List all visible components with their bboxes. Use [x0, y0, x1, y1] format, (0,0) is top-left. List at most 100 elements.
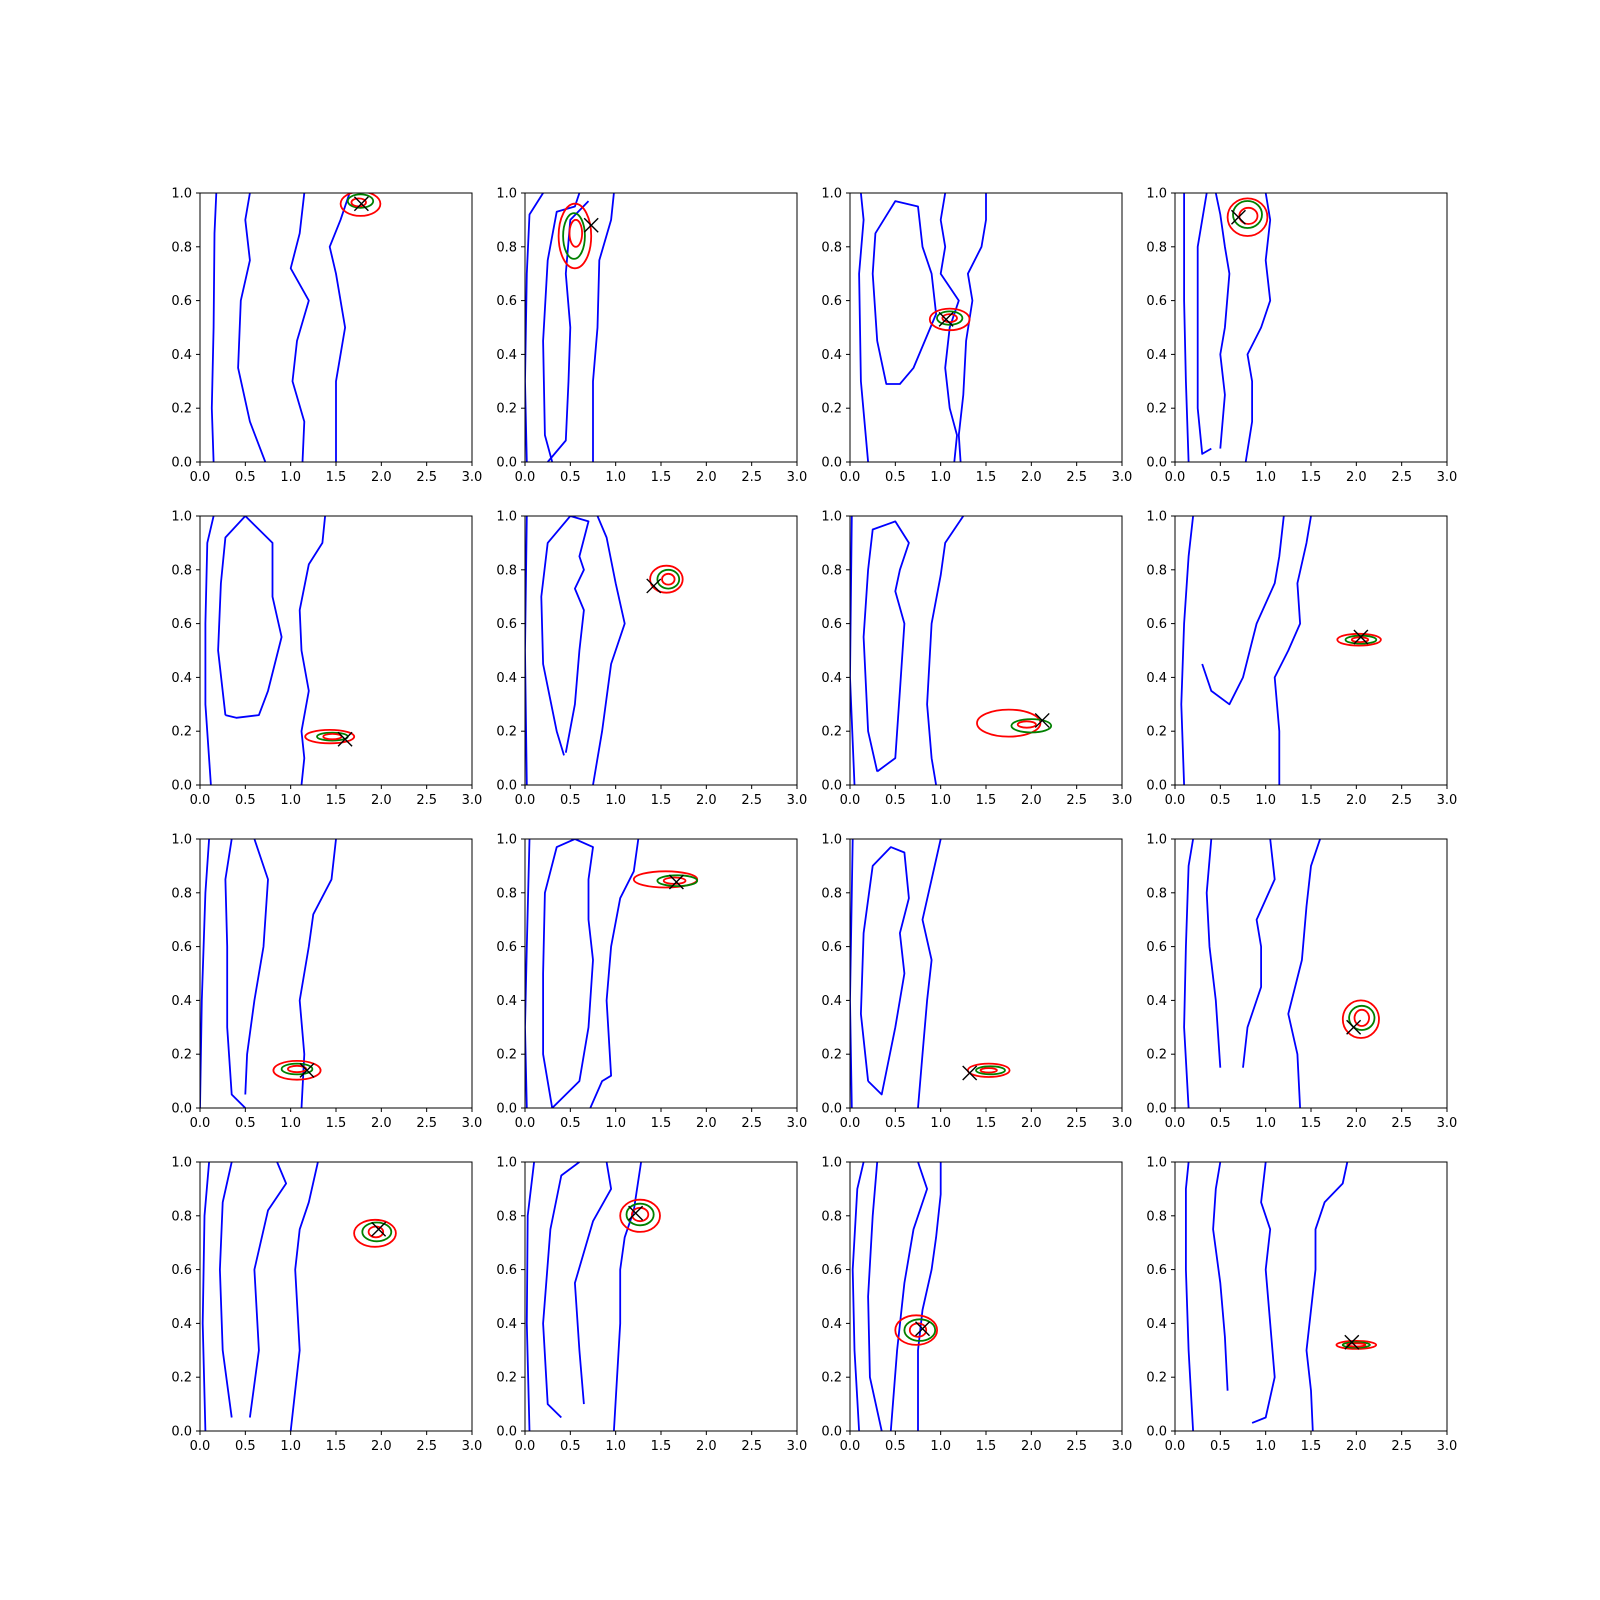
x-tick-label: 0.5 — [560, 1439, 581, 1454]
y-tick-label: 0.2 — [821, 725, 842, 740]
prior-contour — [1212, 1162, 1229, 1391]
x-tick-label: 1.0 — [605, 793, 626, 808]
plot-area — [1185, 1162, 1378, 1431]
true-value-marker — [371, 1221, 387, 1237]
x-tick-label: 2.0 — [696, 793, 717, 808]
y-tick-label: 0.8 — [496, 886, 517, 901]
posterior-contour — [568, 218, 584, 248]
prior-contour — [1183, 839, 1194, 1108]
y-tick-label: 1.0 — [171, 833, 192, 848]
prior-contour — [850, 516, 856, 785]
prior-contour — [867, 1162, 883, 1431]
approx-contour — [625, 1202, 655, 1227]
x-tick-label: 0.0 — [190, 793, 211, 808]
x-tick-label: 2.0 — [696, 1439, 717, 1454]
y-tick-label: 0.4 — [821, 994, 842, 1009]
y-tick-label: 1.0 — [821, 833, 842, 848]
x-tick-label: 1.0 — [605, 1116, 626, 1131]
y-tick-label: 0.6 — [1146, 1263, 1167, 1278]
x-tick-label: 3.0 — [462, 1439, 483, 1454]
y-tick-label: 0.2 — [1146, 725, 1167, 740]
subplot-16: 0.0 0.5 1.0 1.5 2.0 2.5 3.0 0.0 0.2 0.4 0.6 0.8 1.0 — [1146, 1156, 1457, 1455]
x-tick-label: 2.5 — [1391, 1439, 1412, 1454]
y-tick-label: 0.2 — [171, 1371, 192, 1386]
y-tick-label: 0.4 — [821, 348, 842, 363]
prior-contour — [1201, 516, 1285, 706]
prior-contour — [525, 1162, 535, 1431]
prior-contour — [574, 1162, 612, 1405]
true-value-marker — [1346, 1019, 1362, 1035]
axes-frame — [199, 838, 473, 1109]
true-value-marker — [1344, 1334, 1360, 1350]
y-tick-label: 0.0 — [1146, 1102, 1167, 1117]
x-tick-label: 2.0 — [371, 793, 392, 808]
x-tick-label: 0.5 — [1210, 793, 1231, 808]
subplot-8: 0.0 0.5 1.0 1.5 2.0 2.5 3.0 0.0 0.2 0.4 0.6 0.8 1.0 — [1146, 510, 1457, 809]
x-tick-label: 2.5 — [741, 1439, 762, 1454]
x-tick-label: 0.5 — [560, 470, 581, 485]
x-tick-label: 1.5 — [651, 793, 672, 808]
x-tick-label: 0.0 — [1165, 1439, 1186, 1454]
x-tick-label: 0.5 — [235, 1439, 256, 1454]
x-tick-label: 1.0 — [1255, 793, 1276, 808]
axes-frame — [524, 838, 798, 1109]
posterior-contour — [1336, 632, 1382, 647]
y-tick-label: 0.4 — [496, 348, 517, 363]
y-tick-label: 0.0 — [821, 1425, 842, 1440]
y-tick-label: 0.6 — [171, 617, 192, 632]
x-tick-label: 2.5 — [416, 1439, 437, 1454]
y-tick-label: 0.0 — [496, 779, 517, 794]
y-tick-label: 0.0 — [496, 1102, 517, 1117]
y-tick-label: 0.2 — [496, 1371, 517, 1386]
x-tick-label: 1.0 — [930, 1116, 951, 1131]
plot-area — [525, 1162, 661, 1431]
subplot-2: 0.0 0.5 1.0 1.5 2.0 2.5 3.0 0.0 0.2 0.4 0.6 0.8 1.0 — [496, 187, 807, 486]
prior-contour — [237, 193, 267, 462]
x-tick-label: 3.0 — [787, 1439, 808, 1454]
axes-frame — [1174, 515, 1448, 786]
y-tick-label: 1.0 — [171, 1156, 192, 1171]
prior-contour — [547, 200, 590, 462]
y-tick-label: 0.2 — [1146, 1048, 1167, 1063]
y-tick-label: 0.4 — [1146, 348, 1167, 363]
y-tick-label: 0.2 — [1146, 1371, 1167, 1386]
true-value-marker — [668, 874, 684, 890]
x-tick-label: 0.0 — [840, 470, 861, 485]
y-tick-label: 0.6 — [171, 1263, 192, 1278]
prior-contour — [592, 516, 626, 785]
x-tick-label: 0.0 — [515, 793, 536, 808]
x-tick-label: 1.0 — [280, 1439, 301, 1454]
y-tick-label: 0.8 — [1146, 240, 1167, 255]
x-tick-label: 2.5 — [416, 1116, 437, 1131]
axes-frame — [1174, 192, 1448, 463]
approx-contour — [1344, 634, 1378, 645]
y-tick-label: 0.8 — [821, 240, 842, 255]
subplot-9: 0.0 0.5 1.0 1.5 2.0 2.5 3.0 0.0 0.2 0.4 0.6 0.8 1.0 — [171, 833, 482, 1132]
axes-frame — [524, 1161, 798, 1432]
x-tick-label: 3.0 — [787, 793, 808, 808]
x-tick-label: 0.0 — [515, 1116, 536, 1131]
approx-contour — [280, 1062, 314, 1076]
y-tick-label: 0.4 — [496, 1317, 517, 1332]
subplot-7: 0.0 0.5 1.0 1.5 2.0 2.5 3.0 0.0 0.2 0.4 0.6 0.8 1.0 — [821, 510, 1132, 809]
y-tick-label: 0.2 — [821, 402, 842, 417]
prior-contour — [525, 839, 531, 1108]
y-tick-label: 0.8 — [1146, 886, 1167, 901]
true-value-marker — [938, 311, 954, 327]
y-tick-label: 0.0 — [171, 1425, 192, 1440]
y-tick-label: 1.0 — [821, 510, 842, 525]
prior-contour — [328, 193, 351, 462]
plot-area — [850, 516, 1053, 785]
y-tick-label: 0.4 — [171, 994, 192, 1009]
x-tick-label: 1.5 — [326, 470, 347, 485]
prior-contour — [871, 200, 937, 385]
subplot-1: 0.0 0.5 1.0 1.5 2.0 2.5 3.0 0.0 0.2 0.4 0.6 0.8 1.0 — [171, 187, 482, 486]
axes-frame — [524, 515, 798, 786]
y-tick-label: 1.0 — [496, 510, 517, 525]
true-value-marker — [337, 731, 353, 747]
x-tick-label: 0.5 — [235, 793, 256, 808]
y-tick-label: 0.6 — [821, 617, 842, 632]
plot-area — [851, 1162, 942, 1431]
plot-area — [1183, 193, 1272, 462]
y-tick-label: 0.4 — [171, 671, 192, 686]
